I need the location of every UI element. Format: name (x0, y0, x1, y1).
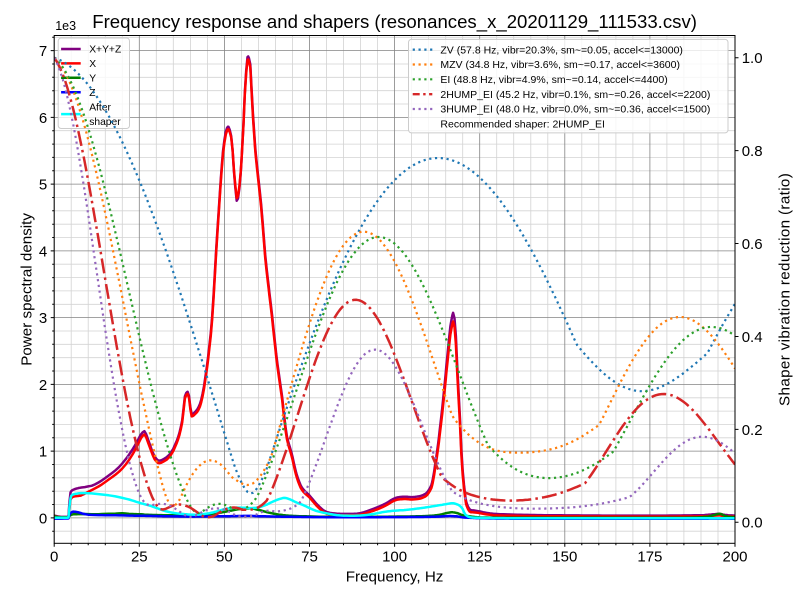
svg-text:2HUMP_EI (45.2 Hz, vibr=0.1%,: 2HUMP_EI (45.2 Hz, vibr=0.1%, sm~=0.26, … (440, 89, 710, 101)
svg-text:200: 200 (722, 549, 747, 566)
svg-text:3: 3 (39, 310, 47, 327)
svg-text:50: 50 (216, 549, 233, 566)
svg-text:0.6: 0.6 (742, 236, 763, 253)
svg-text:6: 6 (39, 110, 47, 127)
svg-text:3HUMP_EI (48.0 Hz, vibr=0.0%,: 3HUMP_EI (48.0 Hz, vibr=0.0%, sm~=0.36, … (440, 104, 710, 116)
svg-text:X+Y+Z: X+Y+Z (89, 45, 121, 56)
svg-text:1: 1 (39, 444, 47, 461)
svg-text:4: 4 (39, 243, 47, 260)
svg-text:Y: Y (89, 73, 96, 84)
svg-text:125: 125 (467, 549, 492, 566)
svg-text:7: 7 (39, 43, 47, 60)
svg-text:2: 2 (39, 377, 47, 394)
svg-text:Frequency, Hz: Frequency, Hz (346, 568, 444, 585)
svg-text:0.4: 0.4 (742, 329, 763, 346)
svg-text:25: 25 (131, 549, 148, 566)
svg-text:ZV (57.8 Hz, vibr=20.3%, sm~=0: ZV (57.8 Hz, vibr=20.3%, sm~=0.05, accel… (440, 44, 683, 56)
svg-text:0: 0 (39, 510, 47, 527)
svg-text:75: 75 (301, 549, 318, 566)
svg-text:1.0: 1.0 (742, 50, 763, 67)
svg-text:100: 100 (382, 549, 407, 566)
svg-text:MZV (34.8 Hz, vibr=3.6%, sm~=0: MZV (34.8 Hz, vibr=3.6%, sm~=0.17, accel… (440, 59, 680, 71)
svg-text:Recommended shaper: 2HUMP_EI: Recommended shaper: 2HUMP_EI (440, 119, 605, 131)
svg-text:Z: Z (89, 88, 95, 99)
svg-text:X: X (89, 59, 96, 70)
svg-text:1e3: 1e3 (55, 19, 76, 33)
svg-text:0.0: 0.0 (742, 515, 763, 532)
svg-text:0.2: 0.2 (742, 422, 763, 439)
svg-text:shaper: shaper (89, 117, 121, 128)
svg-text:175: 175 (637, 549, 662, 566)
svg-text:Power spectral density: Power spectral density (19, 213, 36, 366)
svg-text:EI (48.8 Hz, vibr=4.9%, sm~=0.: EI (48.8 Hz, vibr=4.9%, sm~=0.14, accel<… (440, 74, 667, 86)
svg-text:After: After (89, 103, 111, 114)
svg-text:Frequency response and shapers: Frequency response and shapers (resonanc… (92, 11, 697, 33)
svg-text:0.8: 0.8 (742, 143, 763, 160)
svg-text:Shaper vibration reduction (ra: Shaper vibration reduction (ratio) (777, 173, 794, 406)
svg-text:5: 5 (39, 177, 47, 194)
svg-text:0: 0 (50, 549, 58, 566)
svg-text:150: 150 (552, 549, 577, 566)
